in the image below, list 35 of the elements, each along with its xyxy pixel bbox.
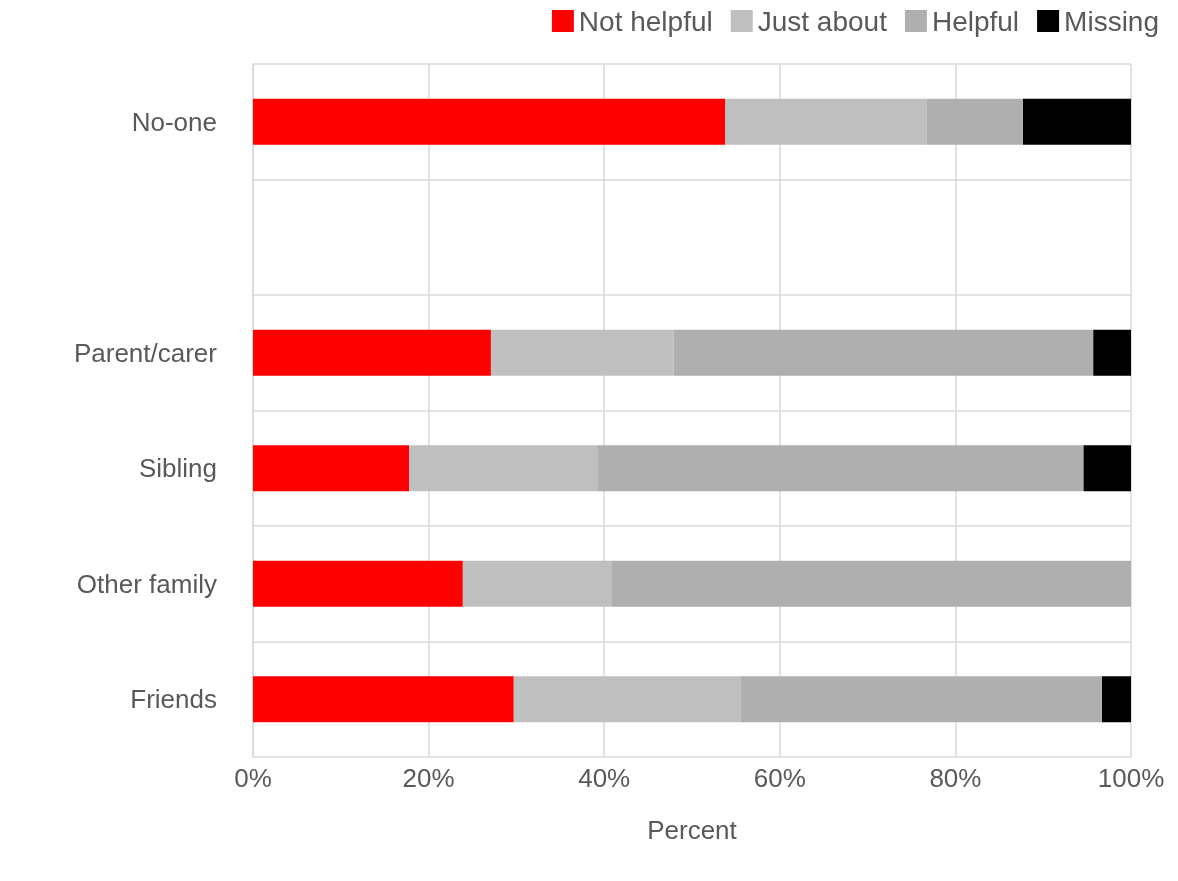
bar [1093,329,1131,376]
bar [597,445,1084,492]
x-tick-label: 40% [578,763,631,793]
bar [253,560,463,607]
bar [462,560,612,607]
bar [1083,445,1131,492]
bar [253,676,514,723]
y-tick-label: Other family [76,568,217,599]
legend-label: Just about [757,5,888,37]
bar [725,98,927,145]
y-tick-label: Sibling [138,453,217,484]
x-tick-label: 0% [234,763,272,793]
bar [1023,98,1131,145]
bar [253,329,491,376]
x-tick-label: 20% [402,763,455,793]
bar [513,676,741,723]
y-tick-label: No-one [131,106,217,137]
bar [1102,676,1131,723]
legend-label: Missing [1064,5,1160,37]
x-axis-title: Percent [647,815,738,845]
y-tick-label: Friends [130,684,217,715]
bar [253,98,726,145]
bar [253,445,410,492]
legend-label: Not helpful [578,5,713,37]
x-tick-label: 60% [753,763,806,793]
bar [611,560,1131,607]
bar [926,98,1024,145]
y-tick-label: Parent/carer [73,337,218,368]
bar [490,329,674,376]
bar [740,676,1103,723]
x-tick-label: 80% [929,763,982,793]
legend-label: Helpful [931,5,1020,37]
bar [409,445,598,492]
bar [673,329,1094,376]
x-tick-label: 100% [1097,763,1165,793]
